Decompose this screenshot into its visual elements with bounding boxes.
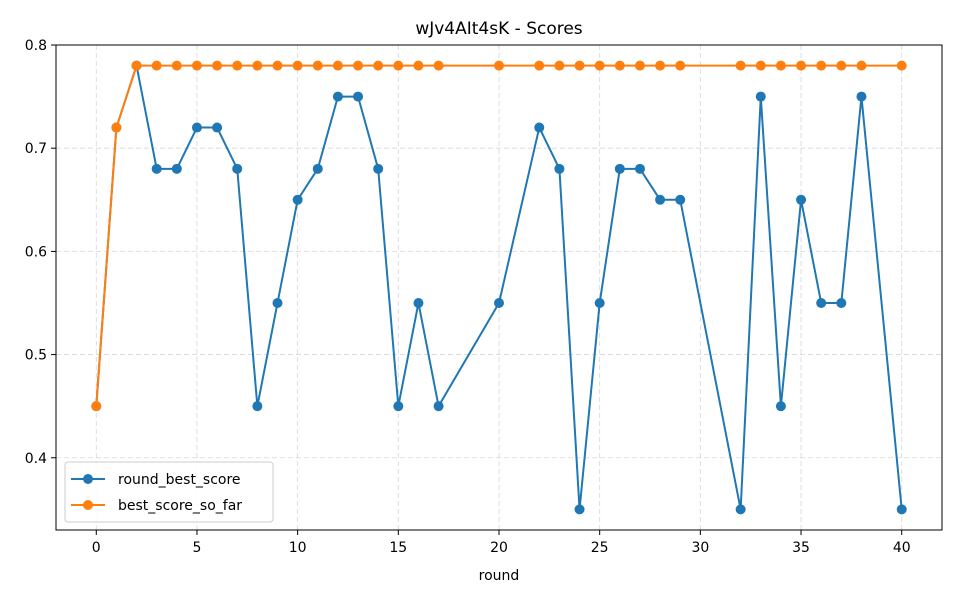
data-point	[534, 122, 545, 133]
data-point	[292, 60, 303, 71]
data-point	[796, 194, 807, 205]
data-point	[634, 60, 645, 71]
data-point	[896, 60, 907, 71]
data-point	[332, 60, 343, 71]
axis-ticks: 0 5 10 15 20 25 30 35 40 0.4 0.5 0.6 0.7 0.8	[25, 38, 911, 556]
data-point	[554, 60, 565, 71]
data-point	[856, 91, 867, 102]
legend-marker	[83, 500, 93, 510]
data-point	[212, 122, 223, 133]
data-point	[272, 60, 283, 71]
data-point	[816, 60, 827, 71]
data-point	[232, 60, 243, 71]
data-point	[836, 297, 847, 308]
legend-box	[64, 461, 274, 523]
series-layer	[91, 60, 907, 515]
data-point	[896, 504, 907, 515]
data-point	[655, 60, 666, 71]
legend-label: best_score_so_far	[118, 498, 242, 514]
data-point	[755, 60, 766, 71]
data-point	[775, 401, 786, 412]
series-best_score_so_far	[91, 60, 907, 412]
data-point	[755, 91, 766, 102]
x-tick-label: 30	[691, 540, 709, 556]
x-tick-label: 15	[389, 540, 407, 556]
y-tick-label: 0.8	[25, 38, 47, 54]
data-point	[634, 163, 645, 174]
legend-item: best_score_so_far	[71, 498, 242, 514]
legend-item: round_best_score	[71, 472, 241, 488]
data-point	[413, 297, 424, 308]
chart-title: wJv4AIt4sK - Scores	[415, 19, 582, 39]
x-tick-label: 10	[289, 540, 307, 556]
data-point	[151, 163, 162, 174]
data-point	[393, 60, 404, 71]
series-line	[95, 64, 902, 407]
data-point	[836, 60, 847, 71]
data-point	[353, 60, 364, 71]
x-tick-label: 35	[792, 540, 810, 556]
data-point	[554, 163, 565, 174]
data-point	[232, 163, 243, 174]
data-point	[272, 297, 283, 308]
data-point	[856, 60, 867, 71]
data-point	[332, 91, 343, 102]
data-point	[574, 60, 585, 71]
data-point	[131, 60, 142, 71]
legend-marker	[83, 474, 93, 484]
data-point	[534, 60, 545, 71]
data-point	[373, 60, 384, 71]
data-point	[393, 401, 404, 412]
data-point	[312, 60, 323, 71]
data-point	[373, 163, 384, 174]
legend-label: round_best_score	[118, 472, 241, 488]
x-axis-label: round	[479, 568, 520, 584]
data-point	[594, 60, 605, 71]
data-point	[433, 401, 444, 412]
data-point	[151, 60, 162, 71]
data-point	[574, 504, 585, 515]
data-point	[212, 60, 223, 71]
x-tick-label: 20	[490, 540, 508, 556]
data-point	[775, 60, 786, 71]
data-point	[796, 60, 807, 71]
series-round_best_score	[91, 60, 907, 515]
data-point	[413, 60, 424, 71]
data-point	[171, 60, 182, 71]
data-point	[594, 297, 605, 308]
data-point	[735, 504, 746, 515]
x-tick-label: 25	[591, 540, 609, 556]
data-point	[252, 401, 263, 412]
data-point	[111, 122, 122, 133]
data-point	[433, 60, 444, 71]
data-point	[292, 194, 303, 205]
y-tick-label: 0.5	[25, 348, 47, 364]
data-point	[494, 60, 504, 71]
data-point	[171, 163, 182, 174]
data-point	[655, 194, 666, 205]
x-tick-label: 5	[192, 540, 201, 556]
legend: round_best_score best_score_so_far	[64, 461, 274, 523]
data-point	[191, 122, 202, 133]
data-point	[494, 297, 504, 308]
data-point	[675, 194, 686, 205]
y-tick-label: 0.6	[25, 244, 47, 260]
data-point	[91, 401, 102, 412]
data-point	[614, 163, 625, 174]
y-tick-label: 0.4	[25, 451, 47, 467]
data-point	[614, 60, 625, 71]
x-tick-label: 40	[893, 540, 911, 556]
data-point	[353, 91, 364, 102]
y-tick-label: 0.7	[25, 141, 47, 157]
data-point	[191, 60, 202, 71]
data-point	[312, 163, 323, 174]
data-point	[675, 60, 686, 71]
data-point	[252, 60, 263, 71]
x-tick-label: 0	[92, 540, 101, 556]
data-point	[735, 60, 746, 71]
grid	[56, 44, 942, 530]
data-point	[816, 297, 827, 308]
